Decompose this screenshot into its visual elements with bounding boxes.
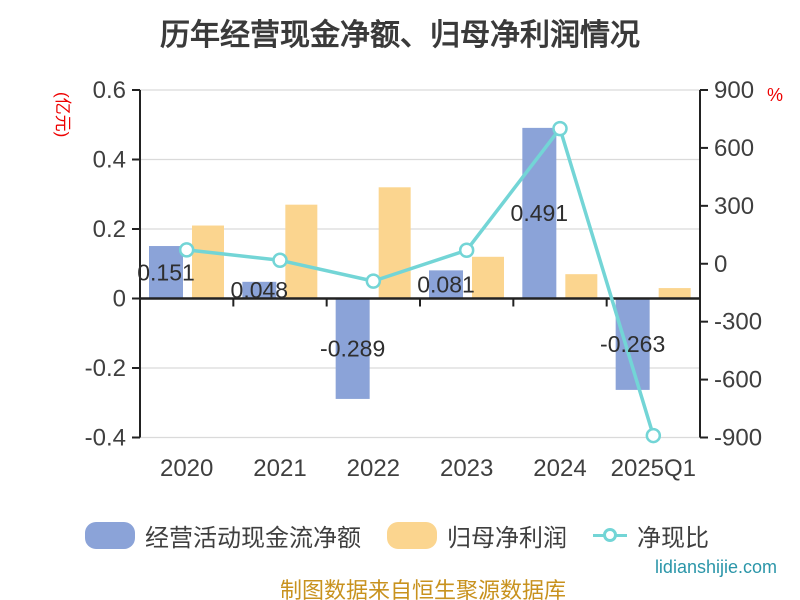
bar-value-label: 0.048: [231, 277, 289, 303]
bar-operating-cash[interactable]: [242, 281, 277, 299]
left-axis-tick-label: -0.4: [85, 425, 126, 452]
x-axis-category-label: 2020: [160, 455, 213, 482]
bar-net-profit[interactable]: [472, 256, 504, 299]
legend-swatch-bar-orange: [387, 522, 437, 549]
cash-ratio-point[interactable]: [365, 273, 382, 289]
legend-item-cash-ratio[interactable]: 净现比: [593, 518, 709, 553]
bar-net-profit[interactable]: [658, 288, 691, 299]
right-axis-tick-label: -900: [714, 425, 762, 452]
data-source-note: 制图数据来自恒生聚源数据库: [280, 578, 567, 600]
x-axis-category-label: 2024: [533, 455, 586, 482]
legend-item-operating-cash[interactable]: 经营活动现金流净额: [85, 518, 361, 553]
line-marker-icon: [603, 528, 617, 542]
bar-net-profit[interactable]: [192, 225, 224, 299]
right-axis-tick-label: -300: [714, 309, 762, 336]
cash-ratio-line[interactable]: [184, 126, 656, 438]
bar-value-label: -0.263: [600, 331, 665, 357]
legend-label: 净现比: [637, 525, 709, 552]
legend-swatch-line-marker: [593, 522, 627, 549]
legend-label: 归母净利润: [447, 525, 567, 552]
left-axis-tick-label: -0.2: [85, 355, 126, 382]
left-axis-tick-label: 0.6: [93, 77, 126, 104]
legend-swatch-bar-blue: [85, 522, 135, 549]
bar-value-label: 0.151: [137, 259, 195, 285]
right-axis-tick-label: 0: [714, 251, 727, 278]
bar-operating-cash[interactable]: [149, 246, 183, 299]
cash-ratio-point[interactable]: [552, 120, 568, 137]
cash-ratio-point[interactable]: [458, 242, 475, 258]
left-axis-tick-label: 0.4: [93, 147, 126, 174]
bar-value-label: 0.081: [417, 271, 475, 297]
cash-ratio-point[interactable]: [178, 242, 195, 258]
bar-net-profit[interactable]: [378, 187, 411, 299]
legend-label: 经营活动现金流净额: [145, 525, 361, 552]
bar-operating-cash[interactable]: [615, 298, 650, 390]
bar-operating-cash[interactable]: [429, 270, 463, 299]
cash-ratio-point[interactable]: [272, 252, 288, 269]
cash-ratio-point[interactable]: [645, 427, 662, 444]
right-axis-tick-label: -600: [714, 367, 762, 394]
left-axis-tick-label: 0: [113, 286, 126, 313]
legend-item-net-profit[interactable]: 归母净利润: [387, 518, 567, 553]
right-axis-tick-label: 600: [714, 135, 754, 162]
x-axis-category-label: 2023: [440, 455, 493, 482]
bar-value-label: 0.491: [511, 200, 569, 226]
bar-net-profit[interactable]: [285, 204, 318, 299]
left-axis-tick-label: 0.2: [93, 216, 126, 243]
right-axis-unit-label: %: [767, 85, 784, 105]
right-axis-tick-label: 300: [714, 193, 754, 220]
x-axis-category-label: 2022: [347, 455, 400, 482]
x-axis-category-label: 2021: [253, 455, 306, 482]
right-axis-tick-label: 900: [714, 77, 754, 104]
chart-legend: 经营活动现金流净额 归母净利润 净现比: [85, 518, 709, 553]
bar-net-profit[interactable]: [565, 274, 598, 299]
x-axis-category-label: 2025Q1: [611, 455, 696, 482]
chart-title: 历年经营现金净额、归母净利润情况: [160, 19, 640, 52]
bar-value-label: -0.289: [320, 336, 385, 362]
watermark-text: lidianshijie.com: [654, 557, 777, 577]
bar-operating-cash[interactable]: [335, 298, 370, 399]
